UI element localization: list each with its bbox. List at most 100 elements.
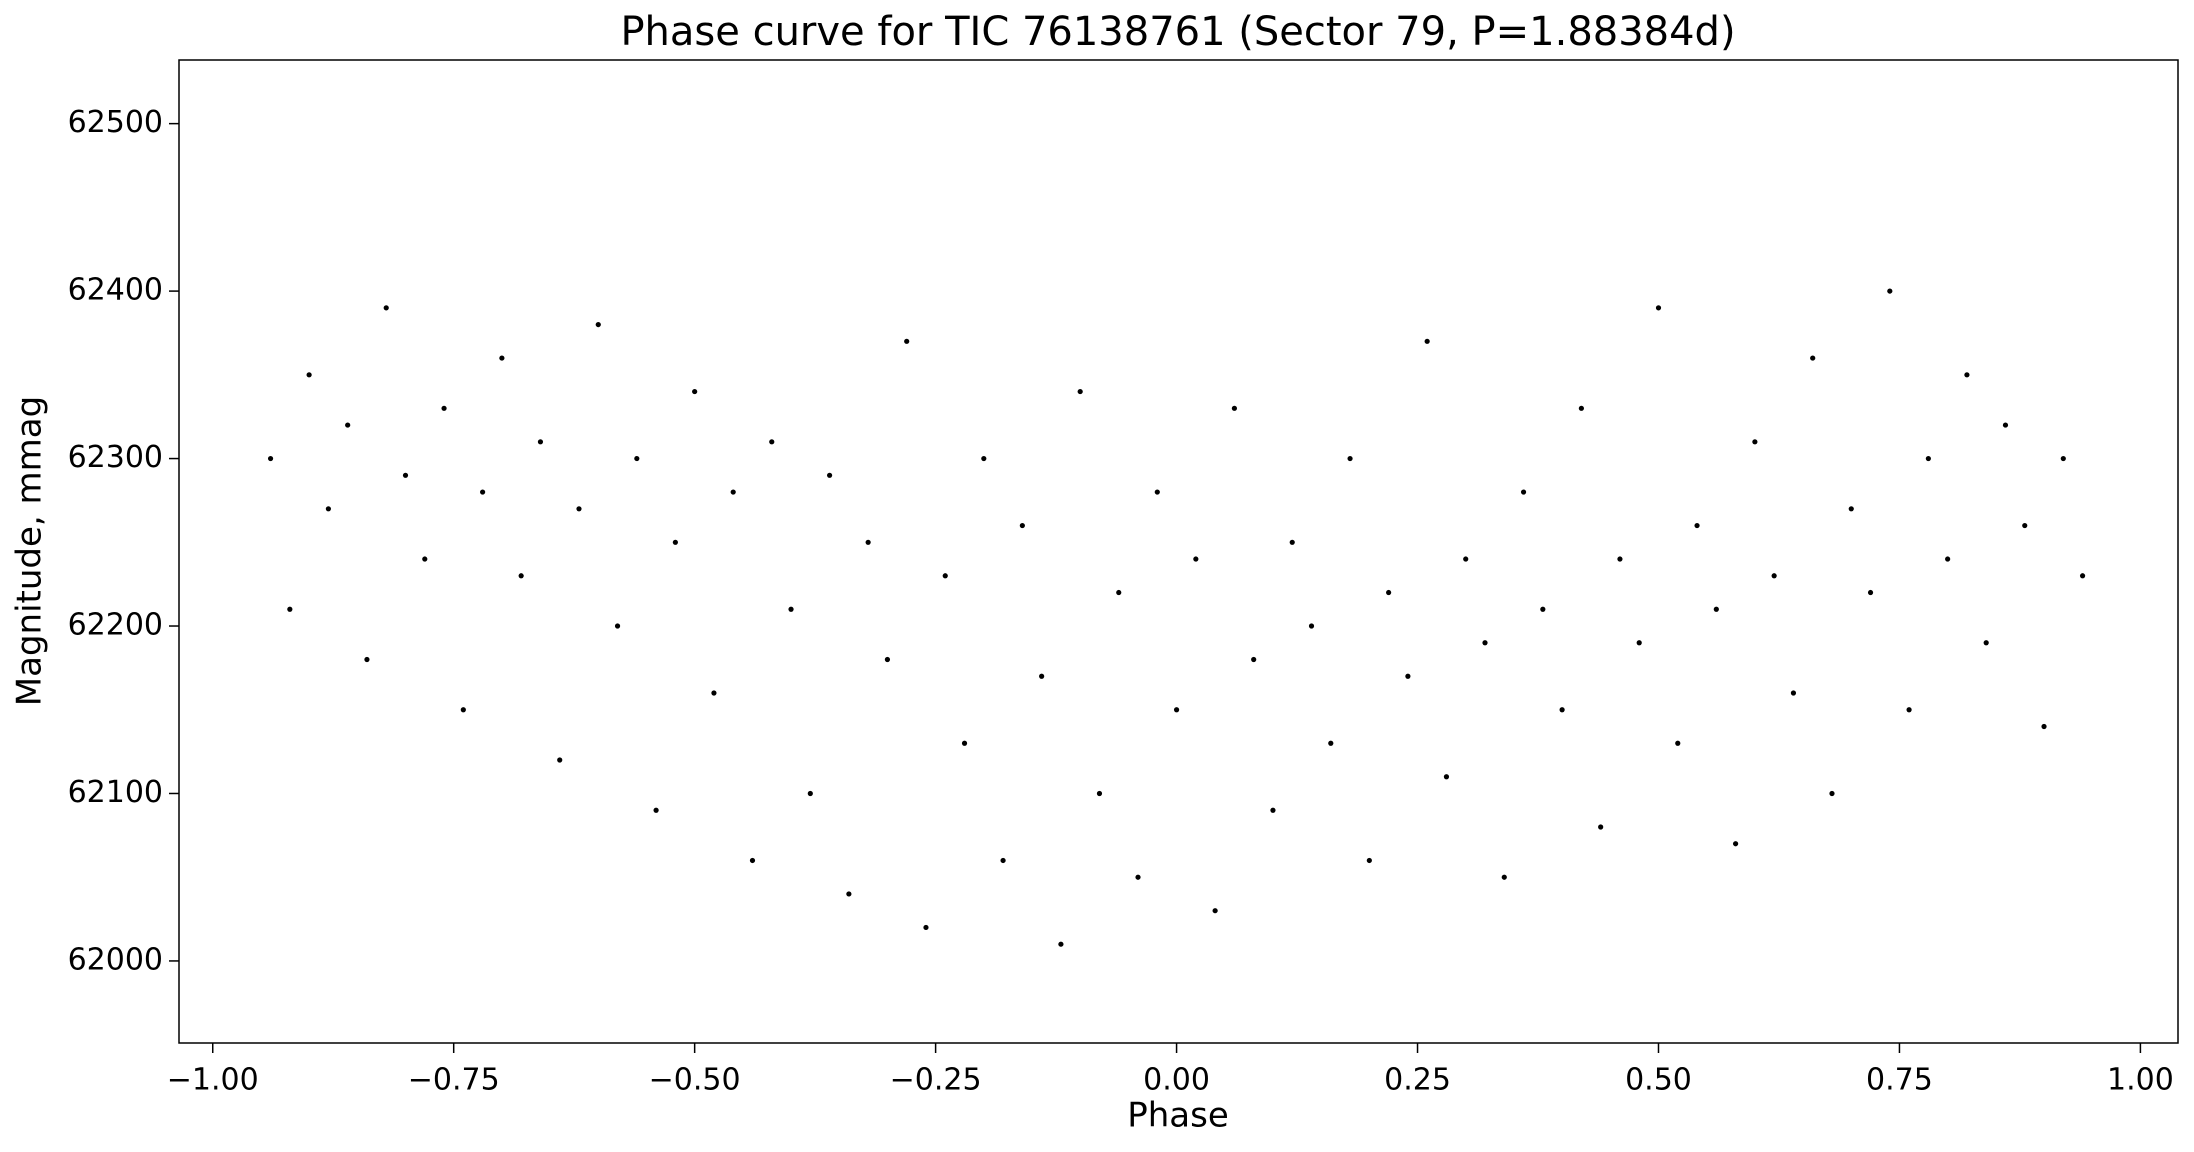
point [1983, 640, 1989, 646]
point [2060, 455, 2066, 462]
point [1578, 405, 1584, 411]
point [1000, 857, 1006, 864]
point [306, 372, 312, 378]
plot-frame [178, 59, 2179, 1044]
x-tick-label: −1.00 [167, 1063, 259, 1098]
x-tick-label: 0.00 [1143, 1063, 1210, 1098]
point [1713, 606, 1719, 612]
point [769, 439, 775, 445]
point [1964, 372, 1970, 378]
point [942, 573, 948, 579]
point [884, 656, 891, 663]
point [1906, 707, 1912, 713]
point [518, 573, 524, 579]
point [711, 690, 717, 696]
point [1636, 640, 1642, 646]
x-axis-label: Phase [1127, 1096, 1229, 1136]
point [267, 455, 274, 462]
point [1945, 556, 1951, 562]
x-tick-label: −0.25 [890, 1063, 982, 1098]
point [441, 405, 447, 411]
point [1251, 656, 1257, 663]
point [1790, 690, 1797, 696]
point [1270, 807, 1276, 813]
x-tick-label: 1.00 [2107, 1063, 2174, 1098]
y-tick-label: 62300 [68, 440, 163, 475]
point [1308, 623, 1315, 629]
point [614, 623, 621, 629]
point [1039, 673, 1045, 679]
chart-title: Phase curve for TIC 76138761 (Sector 79,… [620, 9, 1735, 55]
x-tick-label: −0.75 [408, 1063, 500, 1098]
point [383, 305, 389, 311]
point [1019, 522, 1025, 529]
point [846, 891, 852, 897]
point [1617, 556, 1623, 562]
point [1655, 305, 1662, 311]
point [1077, 388, 1083, 395]
point [1694, 522, 1700, 529]
point [904, 338, 910, 344]
point [1771, 573, 1777, 579]
point [653, 807, 659, 813]
point [2041, 723, 2047, 730]
point [749, 857, 756, 864]
point [1289, 539, 1295, 545]
point [1463, 556, 1469, 562]
point [826, 472, 833, 478]
point [1540, 606, 1546, 612]
point [730, 489, 736, 495]
point [1096, 790, 1103, 797]
point [807, 790, 813, 797]
point [1366, 857, 1372, 864]
point [2022, 522, 2028, 529]
point [402, 472, 409, 478]
point [1501, 874, 1507, 880]
point [1154, 489, 1160, 495]
point [1867, 589, 1874, 596]
x-tick-label: 0.50 [1625, 1063, 1692, 1098]
point [1386, 589, 1392, 596]
x-tick-label: 0.25 [1384, 1063, 1451, 1098]
point [1347, 455, 1353, 462]
point [1212, 908, 1218, 914]
point [1598, 824, 1604, 830]
point [1520, 489, 1527, 495]
point [672, 539, 678, 545]
point [981, 455, 987, 462]
point [460, 707, 466, 713]
point [576, 506, 582, 512]
point [1732, 841, 1739, 847]
y-tick-label: 62100 [68, 775, 163, 810]
point [2002, 422, 2009, 428]
point [1328, 740, 1334, 746]
point [1829, 790, 1835, 797]
y-axis-label: Magnitude, mmag [10, 396, 50, 706]
point [1443, 774, 1450, 780]
point [557, 757, 563, 763]
point [1675, 740, 1681, 746]
point [1405, 673, 1411, 679]
point [865, 539, 871, 545]
point [1135, 874, 1141, 880]
point [1173, 707, 1180, 713]
point [1116, 589, 1122, 596]
point [422, 556, 428, 562]
point [1193, 556, 1199, 562]
point [364, 656, 370, 663]
point [1058, 941, 1064, 947]
point [692, 388, 698, 395]
point [1752, 439, 1758, 445]
point [923, 924, 929, 931]
point [1231, 405, 1238, 411]
point [1482, 640, 1488, 646]
point [499, 355, 505, 361]
point [1810, 355, 1816, 361]
point [1559, 707, 1565, 713]
point [1925, 455, 1931, 462]
point [480, 489, 486, 495]
point [788, 606, 794, 612]
x-tick-label: −0.50 [649, 1063, 741, 1098]
point [634, 455, 640, 462]
